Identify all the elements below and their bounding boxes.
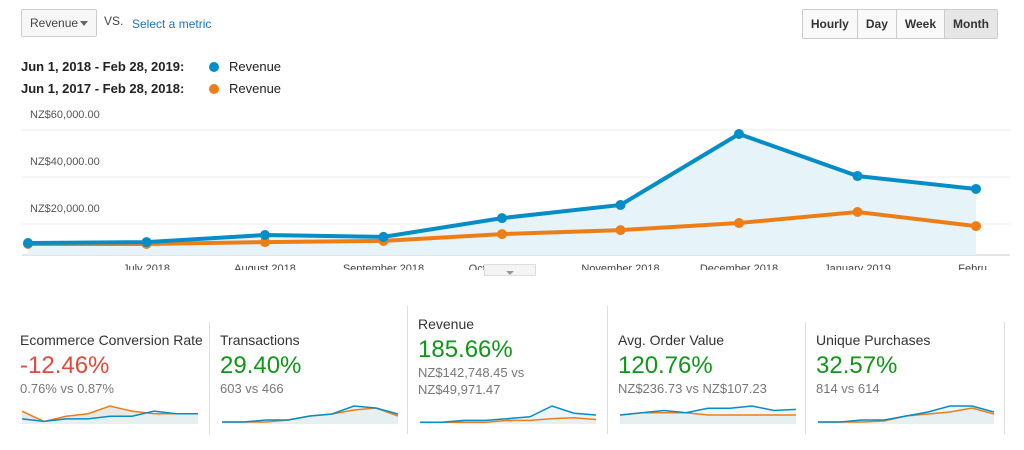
scorecard-percent-change: 185.66% xyxy=(418,336,513,363)
sparkline-current xyxy=(21,410,198,423)
sparkline-current xyxy=(222,405,399,423)
y-tick-label: NZ$20,000.00 xyxy=(30,203,100,215)
sparkline-current xyxy=(420,405,597,423)
scorecard-comparison: NZ$142,748.45 vs NZ$49,971.47 xyxy=(418,365,525,397)
divider xyxy=(805,322,806,434)
sparkline xyxy=(222,405,399,424)
chart-resize-handle[interactable] xyxy=(484,264,536,276)
legend-label: Revenue xyxy=(229,59,282,74)
scorecard-percent-change: -12.46% xyxy=(20,352,110,379)
x-tick-label: … xyxy=(22,263,33,270)
legend-label: Revenue xyxy=(229,81,282,96)
x-tick-label: Febru… xyxy=(958,263,998,270)
sparkline-current xyxy=(619,405,797,416)
data-point[interactable] xyxy=(852,206,863,217)
x-tick-label: July 2018 xyxy=(123,263,170,270)
sparkline-current xyxy=(818,405,995,423)
scorecard-comparison: NZ$236.73 vs NZ$107.23 xyxy=(618,381,767,396)
scorecard-title: Unique Purchases xyxy=(816,332,931,348)
scorecard-comparison: 814 vs 614 xyxy=(816,381,880,396)
chevron-down-icon xyxy=(80,21,88,26)
month-button[interactable]: Month xyxy=(944,10,997,38)
week-button[interactable]: Week xyxy=(895,10,945,38)
select-metric-link[interactable]: Select a metric xyxy=(132,17,212,31)
metric-dropdown-label: Revenue xyxy=(30,16,79,30)
revenue-line-chart: NZ$20,000.00 NZ$40,000.00 NZ$60,000.00 … Jul… xyxy=(22,109,1010,270)
data-point[interactable] xyxy=(260,237,270,248)
data-point[interactable] xyxy=(497,213,507,224)
y-tick-label: NZ$40,000.00 xyxy=(30,156,100,168)
data-point[interactable] xyxy=(734,218,744,229)
sparkline-area-current xyxy=(420,406,596,424)
metric-dropdown[interactable]: Revenue xyxy=(21,9,97,37)
scorecard-title: Transactions xyxy=(220,332,300,348)
data-point[interactable] xyxy=(615,199,626,210)
scorecard-unique-purchases[interactable]: Unique Purchases 32.57% 814 vs 614 xyxy=(806,316,996,434)
sparkline xyxy=(818,405,995,424)
scorecard-title: Revenue xyxy=(418,316,475,332)
divider xyxy=(607,306,608,434)
scorecard-percent-change: 29.40% xyxy=(220,352,302,379)
y-tick-label: NZ$60,000.00 xyxy=(30,109,100,121)
x-tick-label: December 2018 xyxy=(700,263,778,270)
data-point[interactable] xyxy=(615,225,626,236)
sparkline xyxy=(420,405,597,424)
hourly-button[interactable]: Hourly xyxy=(802,10,857,38)
legend-range: Jun 1, 2017 - Feb 28, 2018: xyxy=(21,81,185,96)
sparkline-area-current xyxy=(818,406,994,424)
scorecard-comparison: 603 vs 466 xyxy=(220,381,284,396)
divider xyxy=(209,322,210,434)
scorecard-percent-change: 120.76% xyxy=(618,352,713,379)
scorecard-avg-order-value[interactable]: Avg. Order Value 120.76% NZ$236.73 vs NZ… xyxy=(608,316,798,434)
scorecard-title: Ecommerce Conversion Rate xyxy=(20,332,203,348)
day-button[interactable]: Day xyxy=(856,10,896,38)
divider xyxy=(407,306,408,434)
data-point[interactable] xyxy=(971,183,981,194)
data-point[interactable] xyxy=(734,128,744,139)
data-point[interactable] xyxy=(497,229,507,240)
sparkline xyxy=(21,405,198,424)
x-tick-label: November 2018 xyxy=(581,263,659,270)
sparkline xyxy=(619,405,797,424)
divider xyxy=(1004,322,1005,434)
x-tick-label: August 2018 xyxy=(234,263,296,270)
x-tick-label: January 2019 xyxy=(824,263,891,270)
data-point[interactable] xyxy=(141,237,152,248)
vs-label: VS. xyxy=(104,14,124,28)
legend-previous: Jun 1, 2017 - Feb 28, 2018: Revenue xyxy=(21,81,281,96)
scorecard-comparison: 0.76% vs 0.87% xyxy=(20,381,114,396)
data-point[interactable] xyxy=(378,231,389,242)
data-point[interactable] xyxy=(23,238,33,249)
scorecard-revenue[interactable]: Revenue 185.66% NZ$142,748.45 vs NZ$49,9… xyxy=(408,316,598,434)
scorecard-title: Avg. Order Value xyxy=(618,332,725,348)
sparkline-previous xyxy=(21,405,198,423)
scorecard-percent-change: 32.57% xyxy=(816,352,898,379)
x-tick-label: September 2018 xyxy=(343,263,424,270)
legend-current: Jun 1, 2018 - Feb 28, 2019: Revenue xyxy=(21,59,281,74)
data-point[interactable] xyxy=(852,171,863,182)
scorecard-transactions[interactable]: Transactions 29.40% 603 vs 466 xyxy=(210,316,400,434)
data-point[interactable] xyxy=(260,230,270,241)
data-point[interactable] xyxy=(971,221,981,232)
legend-dot-blue xyxy=(209,61,219,72)
legend-dot-orange xyxy=(209,83,219,94)
period-selector: Hourly Day Week Month xyxy=(801,9,998,39)
scorecard-ecommerce-conversion-rate[interactable]: Ecommerce Conversion Rate -12.46% 0.76% … xyxy=(10,316,203,434)
legend-range: Jun 1, 2018 - Feb 28, 2019: xyxy=(21,59,185,74)
scorecards: Ecommerce Conversion Rate -12.46% 0.76% … xyxy=(10,306,1010,436)
